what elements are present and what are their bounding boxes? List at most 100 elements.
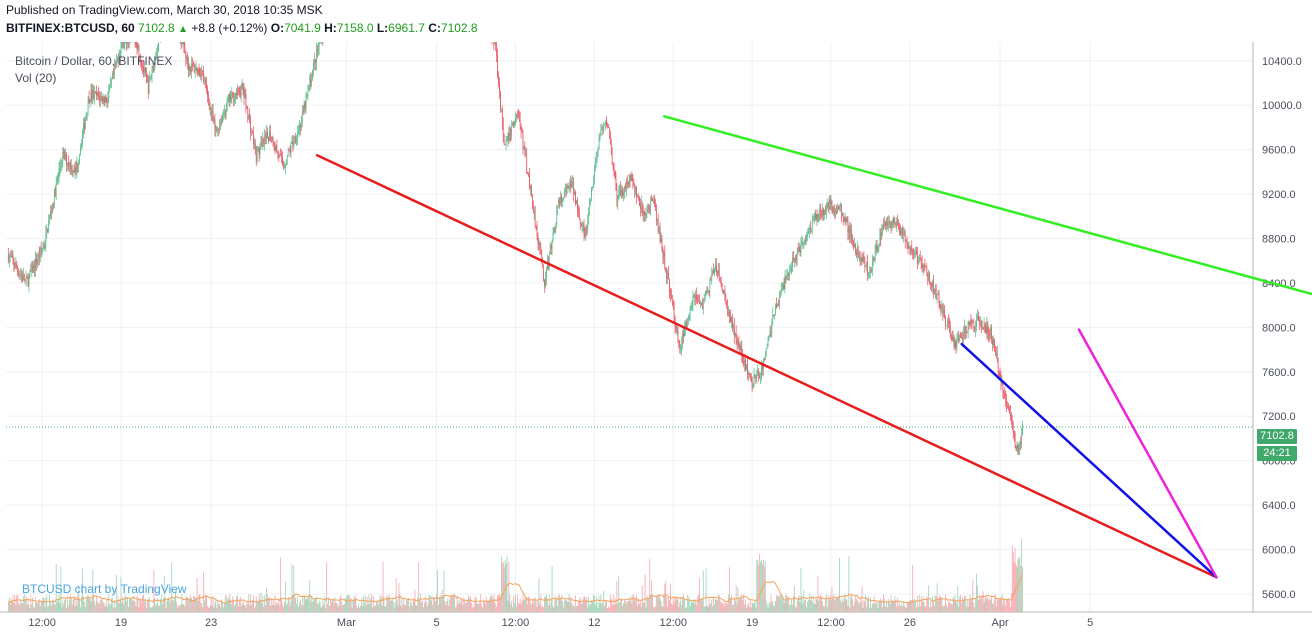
volume-bar: [727, 603, 729, 612]
candle-body: [1019, 441, 1021, 451]
volume-bar: [655, 595, 657, 612]
volume-bar: [93, 595, 95, 612]
volume-bar: [207, 607, 209, 612]
candle-body: [866, 261, 868, 266]
candle-body: [786, 273, 788, 277]
candle-body: [90, 90, 92, 100]
candle-body: [640, 205, 641, 209]
x-tick-label: 26: [904, 617, 916, 629]
candle-body: [765, 348, 767, 354]
volume-bar: [944, 605, 946, 612]
volume-bar: [425, 600, 427, 612]
volume-bar: [840, 599, 841, 612]
candle-body: [768, 336, 770, 338]
volume-bar: [936, 583, 938, 612]
volume-bar: [562, 601, 563, 612]
volume-bar: [361, 605, 363, 612]
candle-body: [144, 68, 145, 72]
volume-bar: [273, 605, 275, 612]
candle-body: [908, 247, 910, 249]
volume-bar: [712, 606, 714, 612]
candle-body: [191, 63, 192, 73]
volume-bar: [927, 598, 929, 612]
candle-body: [24, 279, 26, 281]
volume-bar: [622, 605, 623, 612]
volume-bar: [292, 595, 294, 612]
volume-bar: [153, 569, 155, 612]
candle-body: [820, 208, 822, 216]
candle-body: [535, 225, 537, 227]
volume-bar: [829, 594, 831, 612]
volume-bar: [167, 597, 169, 612]
volume-bar: [864, 600, 866, 612]
candle-body: [850, 229, 852, 238]
candle-body: [589, 201, 590, 209]
volume-bar: [448, 605, 450, 612]
volume-bar: [240, 606, 242, 612]
volume-bar: [980, 596, 982, 612]
volume-bar: [45, 597, 47, 612]
candle-body: [845, 217, 847, 222]
volume-bar: [921, 601, 923, 612]
candle-body: [962, 337, 963, 340]
volume-bar: [26, 604, 28, 612]
volume-bar: [895, 600, 897, 612]
candle-body: [77, 163, 79, 166]
candle-body: [1017, 444, 1019, 453]
candle-body: [869, 271, 870, 274]
volume-bar: [334, 597, 336, 612]
candle-body: [902, 227, 903, 235]
candle-body: [938, 292, 940, 302]
volume-bar: [33, 606, 35, 612]
volume-bar: [796, 600, 798, 612]
volume-bar: [160, 594, 162, 612]
volume-bar: [125, 594, 127, 612]
volume-bar: [116, 601, 118, 612]
candle-body: [111, 79, 112, 82]
volume-bar: [1002, 604, 1004, 612]
volume-bar: [481, 603, 483, 612]
volume-bar: [397, 605, 399, 612]
candle-body: [657, 219, 659, 232]
volume-bar: [979, 598, 981, 612]
volume-bar: [783, 602, 785, 612]
volume-bar: [588, 596, 590, 612]
volume-bar: [237, 606, 239, 612]
candle-body: [518, 115, 520, 119]
volume-bar: [779, 594, 781, 612]
volume-bar: [434, 597, 436, 612]
candle-body: [306, 94, 308, 97]
volume-bar: [870, 607, 872, 612]
candle-body: [585, 229, 587, 236]
candle-body: [347, 25, 348, 26]
volume-bar: [681, 604, 683, 612]
volume-bar: [580, 603, 582, 612]
candle-body: [985, 327, 987, 333]
volume-bar: [602, 602, 604, 612]
candle-body: [544, 279, 545, 286]
volume-bar: [717, 594, 719, 612]
volume-bar: [625, 603, 627, 612]
candle-body: [744, 359, 745, 365]
volume-indicator-label[interactable]: Vol (20): [15, 71, 57, 85]
candle-body: [770, 332, 772, 334]
volume-bar: [73, 598, 75, 612]
volume-bar: [533, 598, 535, 612]
candle-body: [1016, 444, 1018, 449]
symbol-label[interactable]: BITFINEX:BTCUSD, 60: [6, 21, 135, 35]
volume-bar: [604, 606, 606, 612]
volume-bar: [802, 603, 804, 612]
volume-bar: [84, 607, 86, 612]
candle-body: [751, 377, 753, 387]
candle-body: [862, 256, 864, 262]
candle-body: [729, 311, 730, 317]
volume-bar: [98, 603, 100, 612]
candle-body: [809, 227, 811, 230]
candle-body: [957, 338, 959, 340]
watermark[interactable]: BTCUSD chart by TradingView: [22, 582, 187, 596]
candle-body: [528, 173, 529, 176]
candle-body: [50, 211, 51, 217]
candle-body: [76, 163, 78, 172]
volume-bar: [893, 601, 895, 612]
